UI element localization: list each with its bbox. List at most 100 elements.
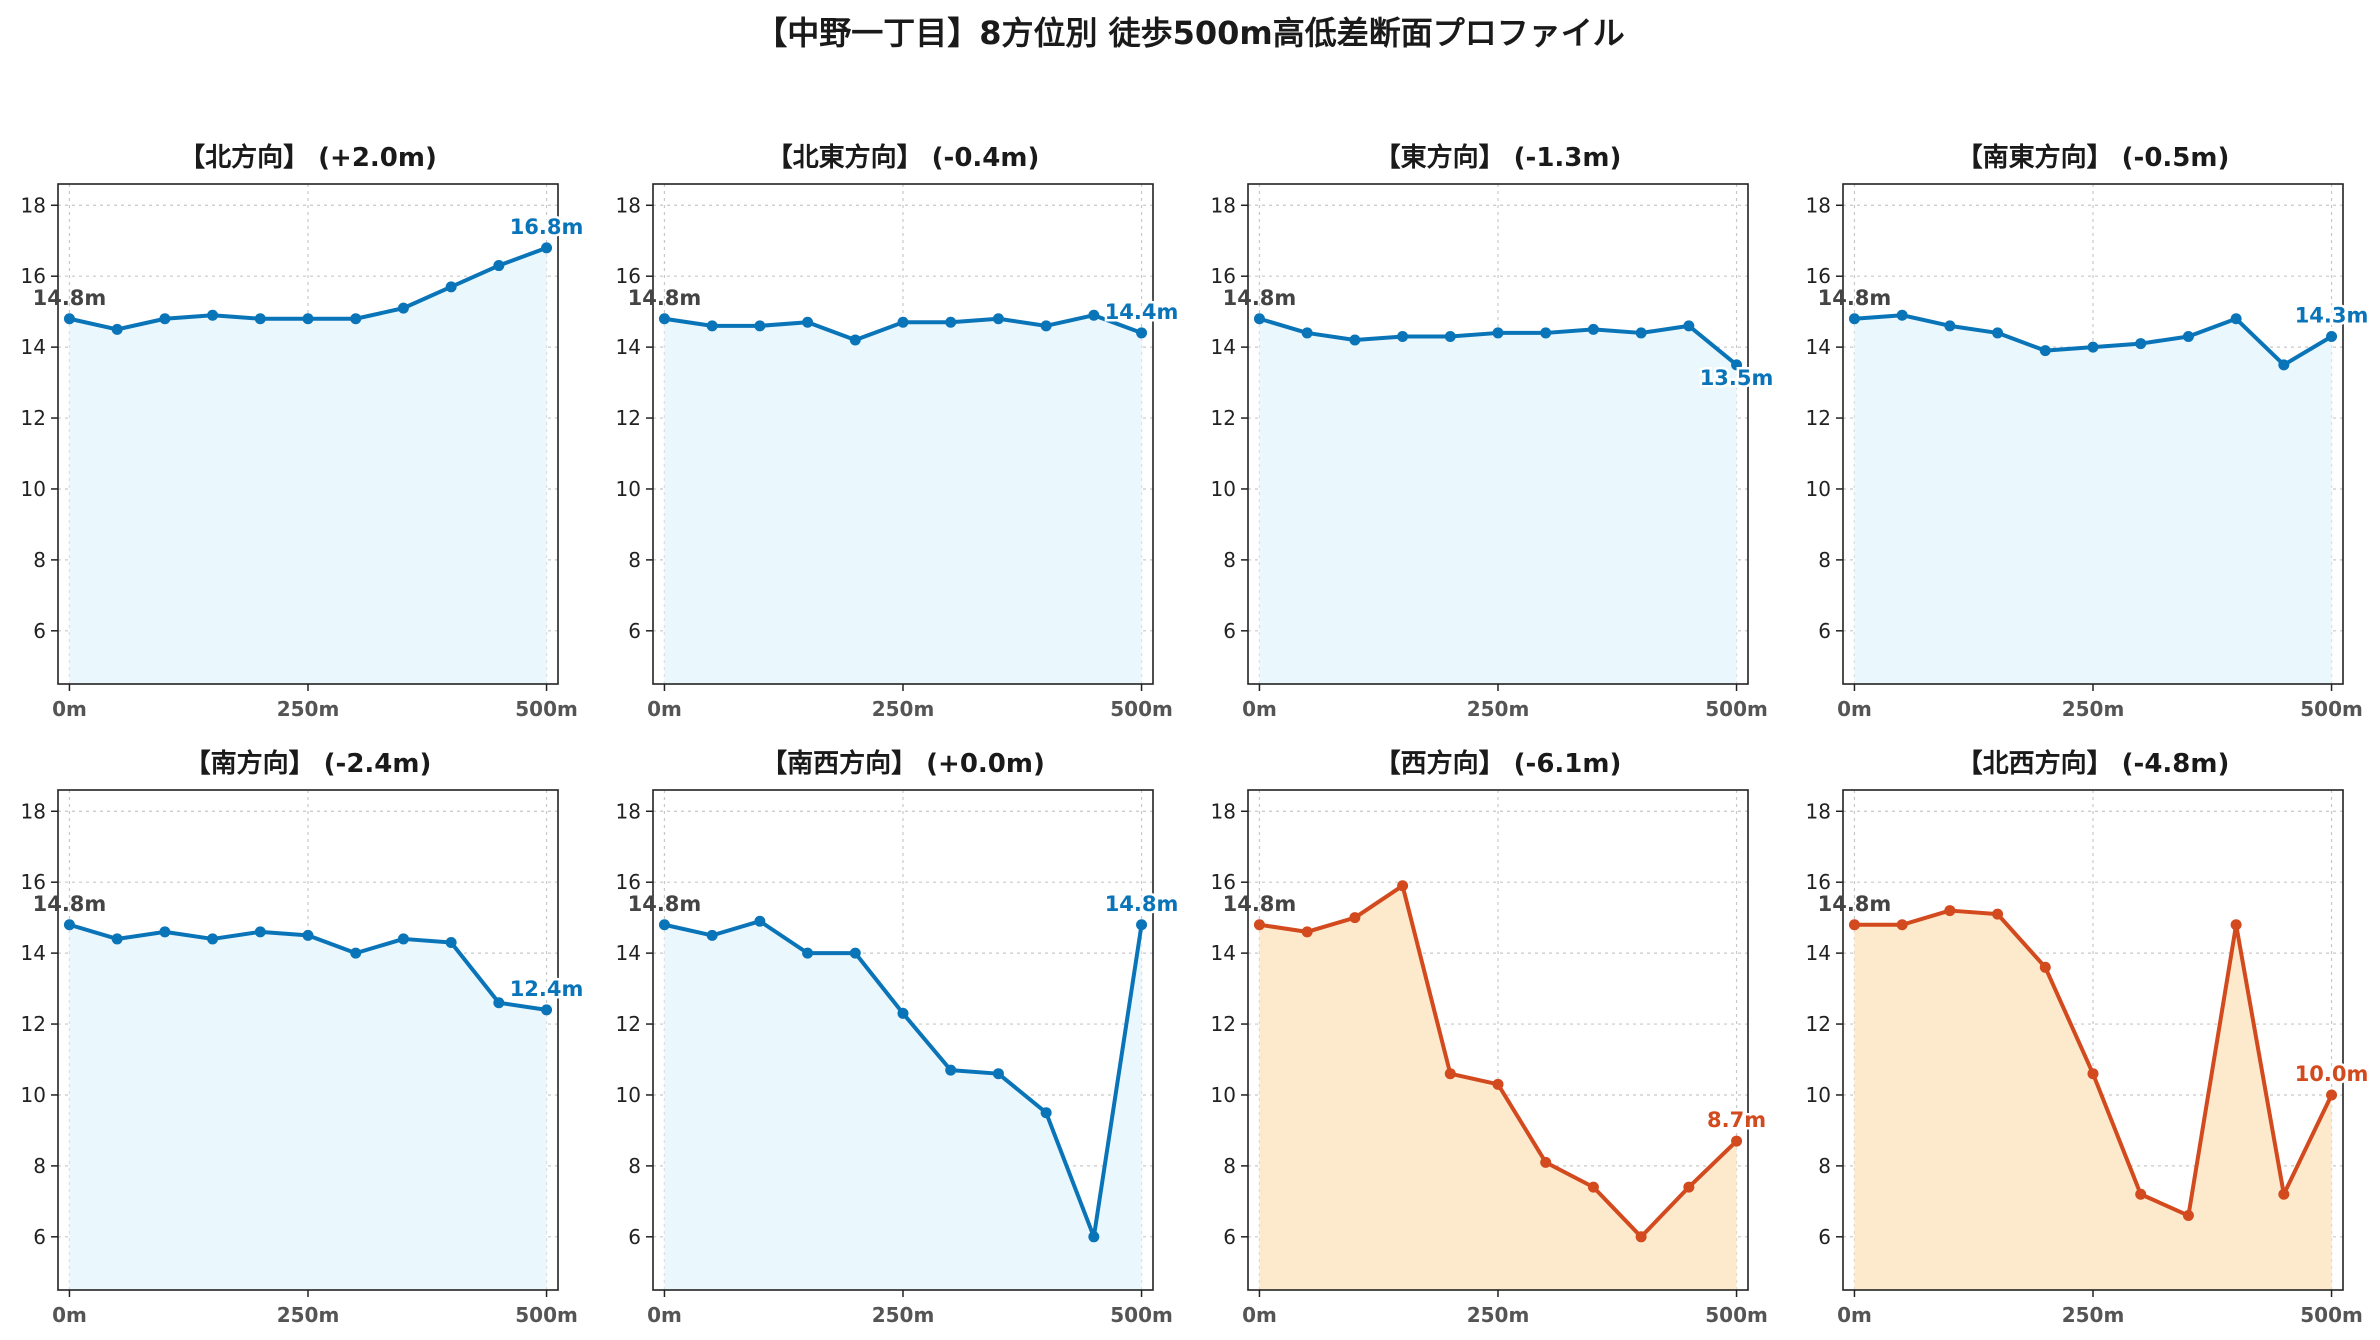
data-point [1253,313,1265,325]
y-tick-label: 12 [1806,406,1831,430]
panel-title: 【南西方向】 (+0.0m) [761,748,1045,779]
y-tick-label: 18 [1806,193,1831,217]
data-point [111,323,123,335]
x-tick-label: 0m [1837,697,1872,721]
data-point [945,1064,957,1076]
x-tick-label: 250m [2062,697,2125,721]
y-tick-label: 10 [1211,1083,1236,1107]
panels-grid: 【北方向】 (+2.0m) 6 8 10 12 14 16 18 0m 250m 500m 14.8m… [21,142,2371,1327]
x-tick-label: 500m [1110,697,1173,721]
data-point [1136,919,1148,931]
y-tick-label: 16 [1806,264,1831,288]
data-point [1848,919,1860,931]
data-point [2087,341,2099,353]
x-tick-label: 250m [1467,1303,1530,1327]
start-value-label: 14.8m [33,892,107,916]
data-point [302,929,314,941]
data-point [1587,1181,1599,1193]
end-value-label: 14.8m [1105,892,1179,916]
y-tick-label: 8 [1223,548,1236,572]
x-tick-label: 0m [647,1303,682,1327]
y-tick-label: 10 [1211,477,1236,501]
data-point [445,281,457,293]
y-tick-label: 14 [1806,941,1831,965]
x-tick-label: 250m [2062,1303,2125,1327]
y-tick-label: 6 [628,1225,641,1249]
data-point [897,1007,909,1019]
y-tick-label: 10 [21,1083,46,1107]
area-fill [69,924,547,1290]
data-point [207,309,219,321]
y-tick-label: 14 [1211,335,1236,359]
panel-3: 【南東方向】 (-0.5m) 6 8 10 12 14 16 18 0m 250m 500m 14.8… [1806,142,2371,721]
x-tick-label: 0m [1242,1303,1277,1327]
end-value-label: 10.0m [2295,1062,2369,1086]
panel-title: 【北方向】 (+2.0m) [179,142,437,173]
y-tick-label: 18 [1211,193,1236,217]
data-point [1492,1078,1504,1090]
data-point [1349,912,1361,924]
start-value-label: 14.8m [1223,892,1297,916]
y-tick-label: 18 [616,193,641,217]
data-point [1635,327,1647,339]
data-point [493,997,505,1009]
data-point [2039,345,2051,357]
y-tick-label: 18 [1211,799,1236,823]
y-tick-label: 12 [616,406,641,430]
data-point [1635,1231,1647,1243]
data-point [2278,1188,2290,1200]
y-tick-label: 14 [616,941,641,965]
area-fill [1854,315,2332,684]
x-tick-label: 0m [52,1303,87,1327]
data-point [1301,327,1313,339]
data-point [706,320,718,332]
area-fill [69,247,547,685]
data-point [350,947,362,959]
data-point [1587,323,1599,335]
y-tick-label: 12 [1806,1012,1831,1036]
data-point [1397,880,1409,892]
y-tick-label: 10 [1806,477,1831,501]
y-tick-label: 8 [33,548,46,572]
y-tick-label: 8 [1818,548,1831,572]
end-value-label: 12.4m [510,977,584,1001]
data-point [1540,327,1552,339]
panel-0: 【北方向】 (+2.0m) 6 8 10 12 14 16 18 0m 250m 500m 14.8m… [21,142,586,721]
data-point [1040,320,1052,332]
y-tick-label: 6 [1818,619,1831,643]
y-tick-label: 12 [21,1012,46,1036]
data-point [254,926,266,938]
data-point [493,260,505,272]
data-point [541,1004,553,1016]
y-tick-label: 12 [1211,406,1236,430]
data-point [397,933,409,945]
data-point [541,242,553,254]
y-tick-label: 8 [628,548,641,572]
data-point [849,947,861,959]
y-tick-label: 8 [33,1154,46,1178]
panel-4: 【南方向】 (-2.4m) 6 8 10 12 14 16 18 0m 250m 500m 14.8m… [21,748,586,1327]
y-tick-label: 14 [1806,335,1831,359]
y-tick-label: 6 [33,619,46,643]
y-tick-label: 14 [616,335,641,359]
data-point [2135,1188,2147,1200]
x-tick-label: 500m [515,1303,578,1327]
data-point [1301,926,1313,938]
end-value-label: 16.8m [510,215,584,239]
y-tick-label: 14 [21,941,46,965]
x-tick-label: 500m [1110,1303,1173,1327]
y-tick-label: 8 [1223,1154,1236,1178]
y-tick-label: 14 [1211,941,1236,965]
data-point [2039,961,2051,973]
y-tick-label: 6 [628,619,641,643]
y-tick-label: 18 [21,193,46,217]
x-tick-label: 500m [2300,1303,2363,1327]
panel-title: 【西方向】 (-6.1m) [1375,748,1622,779]
data-point [2326,1089,2338,1101]
data-point [207,933,219,945]
data-point [992,313,1004,325]
area-fill [1259,318,1737,684]
x-tick-label: 250m [872,697,935,721]
data-point [1731,1135,1743,1147]
start-value-label: 14.8m [1818,286,1892,310]
